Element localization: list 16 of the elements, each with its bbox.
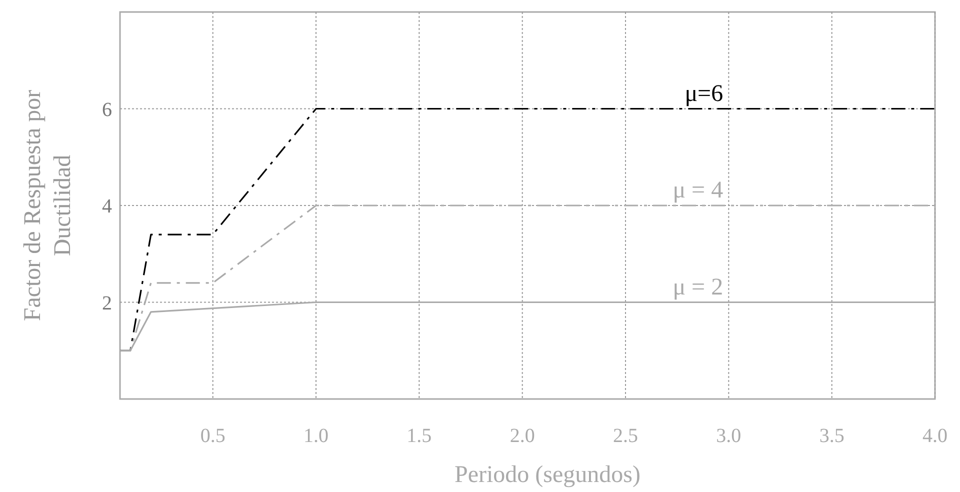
x-tick-label: 1.5 <box>406 425 432 447</box>
x-tick-label: 1.0 <box>304 425 329 447</box>
x-tick-label: 0.5 <box>200 425 226 447</box>
x-tick-label: 3.5 <box>819 425 844 447</box>
y-axis-title: Factor de Respuesta por Ductilidad <box>20 90 76 322</box>
y-tick-label: 6 <box>102 98 112 121</box>
x-tick-label: 3.0 <box>716 425 742 447</box>
x-tick-label: 2.5 <box>613 425 638 447</box>
x-tick-label: 4.0 <box>922 425 948 447</box>
y-tick-label: 4 <box>102 196 112 218</box>
series-label: μ = 2 <box>672 274 724 300</box>
x-tick-label: 2.0 <box>510 425 535 447</box>
x-axis-title: Periodo (segundos) <box>454 462 640 488</box>
series-label: μ=6 <box>684 80 724 107</box>
y-tick-label: 2 <box>102 292 112 314</box>
series-label: μ = 4 <box>672 178 724 204</box>
